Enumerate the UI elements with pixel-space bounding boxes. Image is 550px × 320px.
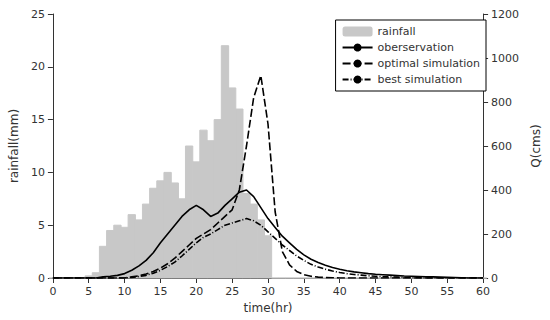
svg-text:400: 400	[491, 184, 512, 197]
svg-text:200: 200	[491, 228, 512, 241]
svg-text:5: 5	[38, 219, 45, 232]
svg-text:rainfall(mm): rainfall(mm)	[7, 109, 21, 183]
svg-text:45: 45	[369, 285, 383, 298]
svg-text:25: 25	[31, 8, 45, 21]
svg-text:55: 55	[440, 285, 454, 298]
svg-text:0: 0	[49, 285, 56, 298]
svg-text:25: 25	[225, 285, 239, 298]
svg-text:Q(cms): Q(cms)	[529, 124, 543, 167]
svg-text:time(hr): time(hr)	[243, 301, 292, 315]
svg-text:1200: 1200	[491, 8, 519, 21]
svg-text:0: 0	[38, 272, 45, 285]
svg-text:1000: 1000	[491, 52, 519, 65]
svg-text:800: 800	[491, 96, 512, 109]
svg-text:oberservation: oberservation	[378, 41, 454, 54]
svg-text:35: 35	[297, 285, 311, 298]
svg-text:best simulation: best simulation	[378, 73, 463, 86]
svg-text:0: 0	[491, 272, 498, 285]
svg-text:rainfall: rainfall	[378, 25, 416, 38]
svg-text:15: 15	[31, 113, 45, 126]
svg-text:optimal simulation: optimal simulation	[378, 57, 480, 70]
svg-text:10: 10	[31, 166, 45, 179]
svg-text:50: 50	[404, 285, 418, 298]
svg-text:40: 40	[333, 285, 347, 298]
svg-text:60: 60	[476, 285, 490, 298]
svg-text:5: 5	[85, 285, 92, 298]
svg-text:20: 20	[31, 60, 45, 73]
svg-text:30: 30	[261, 285, 275, 298]
svg-text:10: 10	[118, 285, 132, 298]
svg-text:15: 15	[153, 285, 167, 298]
svg-text:20: 20	[189, 285, 203, 298]
svg-text:600: 600	[491, 140, 512, 153]
